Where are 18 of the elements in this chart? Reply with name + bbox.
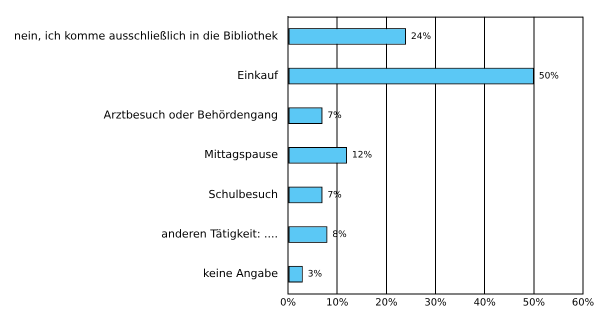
y-tick-label: Schulbesuch	[208, 188, 278, 201]
x-tick-label: 30%	[424, 298, 447, 309]
x-tick-label: 40%	[474, 298, 496, 309]
y-tick-label: Einkauf	[237, 68, 280, 82]
x-tick-label: 50%	[522, 298, 545, 309]
data-label: 3%	[308, 270, 323, 280]
y-tick-label: Arztbesuch oder Behördengang	[104, 108, 278, 122]
y-tick-label: nein, ich komme ausschließlich in die Bibliothek	[14, 29, 279, 42]
x-tick-label: 20%	[375, 298, 398, 309]
y-tick-label: Mittagspause	[204, 148, 278, 162]
x-tick-label: 10%	[326, 298, 348, 309]
x-tick-label: 60%	[572, 298, 594, 309]
y-tick-label: keine Angabe	[203, 267, 278, 280]
data-label: 24%	[411, 32, 432, 42]
data-label: 12%	[352, 150, 372, 161]
y-tick-label: anderen Tätigkeit: ....	[161, 227, 278, 240]
data-label: 50%	[538, 71, 560, 82]
x-tick-label: 0%	[280, 298, 296, 309]
